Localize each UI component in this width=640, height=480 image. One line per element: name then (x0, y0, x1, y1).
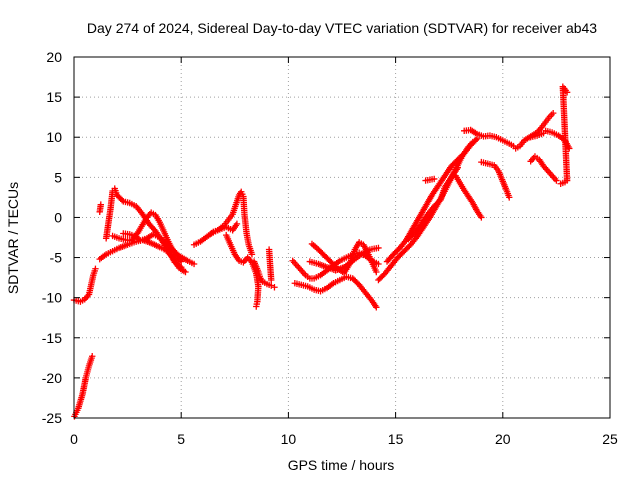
x-tick-label: 20 (495, 431, 511, 447)
data-point (373, 268, 380, 276)
y-tick-label: 0 (54, 209, 62, 225)
data-point (233, 220, 241, 228)
axis-ticks (73, 56, 611, 419)
data-point (553, 177, 560, 184)
data-point (182, 268, 189, 276)
data-point (540, 130, 547, 137)
x-tick-label: 5 (177, 431, 185, 447)
data-point (92, 265, 99, 272)
data-point (268, 282, 275, 289)
data-point (178, 263, 185, 271)
grid-lines (74, 57, 610, 418)
x-tick-label: 10 (281, 431, 297, 447)
x-tick-label: 0 (70, 431, 78, 447)
y-axis-label: SDTVAR / TECUs (5, 182, 21, 294)
y-tick-label: -10 (42, 290, 62, 306)
plot-frame (73, 56, 611, 419)
data-point (506, 194, 513, 201)
data-points (70, 83, 573, 420)
data-point (375, 244, 382, 252)
data-point (430, 175, 438, 183)
data-point (271, 284, 278, 291)
x-tick-label: 25 (602, 431, 618, 447)
x-axis-label: GPS time / hours (288, 457, 395, 473)
data-point (478, 214, 485, 221)
data-point (89, 353, 96, 360)
y-tick-label: 10 (46, 129, 62, 145)
data-point (373, 304, 380, 311)
data-point (375, 260, 382, 268)
data-point (190, 260, 198, 268)
data-point-fill (472, 136, 479, 144)
data-point (563, 89, 571, 96)
data-point (253, 303, 260, 310)
x-axis-tick-labels: 0 5 10 15 20 25 (70, 431, 618, 447)
x-tick-label: 15 (388, 431, 404, 447)
y-tick-label: -15 (42, 330, 62, 346)
y-axis-tick-labels: 20 15 10 5 0 -5 -10 -15 -20 -25 (42, 49, 62, 426)
data-point (549, 109, 557, 117)
data-point (268, 276, 275, 284)
chart-title: Day 274 of 2024, Sidereal Day-to-day VTE… (87, 20, 597, 36)
y-tick-label: 15 (46, 89, 62, 105)
y-tick-label: 20 (46, 49, 62, 65)
data-point (97, 201, 104, 208)
data-point (248, 251, 256, 258)
y-tick-label: 5 (54, 169, 62, 185)
data-point-fill (118, 196, 126, 204)
y-tick-label: -25 (42, 410, 62, 426)
y-tick-label: -20 (42, 370, 62, 386)
data-point (454, 164, 461, 171)
y-tick-label: -5 (50, 250, 63, 266)
